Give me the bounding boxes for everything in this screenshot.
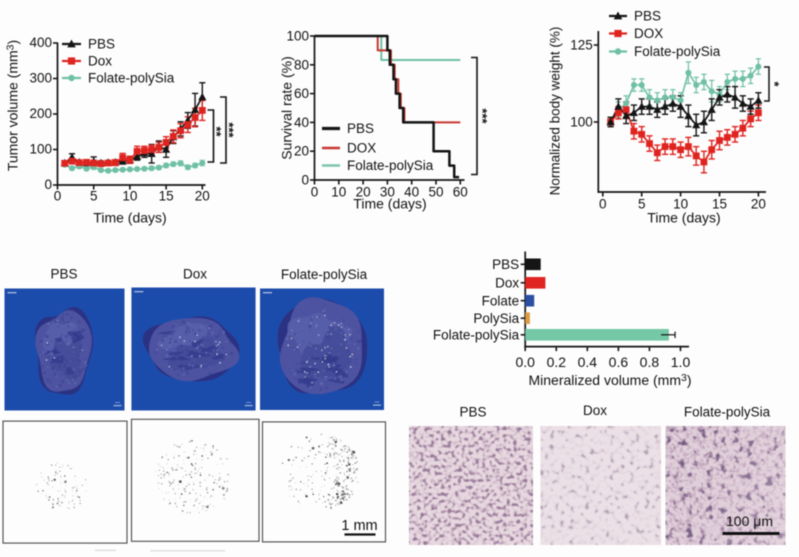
svg-text:*: * xyxy=(767,81,782,87)
svg-text:30: 30 xyxy=(380,185,395,200)
svg-text:40: 40 xyxy=(404,185,419,200)
svg-text:Time (days): Time (days) xyxy=(353,196,426,212)
svg-text:300: 300 xyxy=(29,70,52,85)
svg-text:20: 20 xyxy=(294,144,309,159)
svg-text:100: 100 xyxy=(570,115,593,130)
svg-text:Dox: Dox xyxy=(183,267,207,282)
svg-text:80: 80 xyxy=(294,57,309,72)
svg-text:100: 100 xyxy=(29,141,52,156)
svg-text:10: 10 xyxy=(331,185,346,200)
svg-text:0.4: 0.4 xyxy=(578,354,598,370)
svg-text:100: 100 xyxy=(286,29,309,44)
svg-text:20: 20 xyxy=(751,197,766,212)
svg-text:***: *** xyxy=(222,122,237,138)
svg-text:Folate-polySia: Folate-polySia xyxy=(634,44,721,59)
svg-text:Folate-polySia: Folate-polySia xyxy=(88,71,175,86)
svg-text:200: 200 xyxy=(29,106,52,121)
svg-text:PBS: PBS xyxy=(347,121,374,136)
svg-text:0.2: 0.2 xyxy=(547,354,567,370)
svg-text:Time (days): Time (days) xyxy=(647,210,720,226)
svg-text:1.0: 1.0 xyxy=(671,354,691,370)
svg-text:0.8: 0.8 xyxy=(640,354,660,370)
svg-text:PBS: PBS xyxy=(50,267,77,282)
svg-text:0.6: 0.6 xyxy=(609,354,629,370)
svg-text:15: 15 xyxy=(712,197,727,212)
svg-text:400: 400 xyxy=(29,35,52,50)
svg-text:125: 125 xyxy=(570,38,593,53)
svg-text:5: 5 xyxy=(638,197,646,212)
svg-text:Folate-polySia: Folate-polySia xyxy=(281,267,368,282)
svg-text:Folate: Folate xyxy=(482,293,520,308)
svg-text:Dox: Dox xyxy=(495,276,519,291)
svg-text:50: 50 xyxy=(428,185,443,200)
svg-text:0: 0 xyxy=(599,197,607,212)
svg-text:Time (days): Time (days) xyxy=(93,210,166,226)
svg-text:40: 40 xyxy=(294,115,309,130)
svg-text:100 μm: 100 μm xyxy=(726,513,773,529)
svg-text:Mineralized volume (mm3): Mineralized volume (mm3) xyxy=(529,372,692,388)
svg-text:PBS: PBS xyxy=(88,37,115,52)
svg-text:Survival rate (%): Survival rate (%) xyxy=(279,56,295,159)
svg-text:15: 15 xyxy=(159,189,174,204)
svg-text:Folate-polySia: Folate-polySia xyxy=(347,158,434,173)
svg-text:DOX: DOX xyxy=(634,26,663,41)
svg-text:Normalized body weight (%): Normalized body weight (%) xyxy=(548,27,563,196)
svg-text:60: 60 xyxy=(294,86,309,101)
svg-text:20: 20 xyxy=(195,189,210,204)
svg-text:Tumor volume (mm3): Tumor volume (mm3) xyxy=(5,40,21,171)
svg-text:60: 60 xyxy=(453,185,468,200)
svg-text:Dox: Dox xyxy=(583,403,607,418)
svg-text:0: 0 xyxy=(44,177,52,192)
svg-text:**: ** xyxy=(209,126,224,137)
svg-text:Dox: Dox xyxy=(88,54,112,69)
svg-text:PBS: PBS xyxy=(459,405,486,420)
svg-text:1 mm: 1 mm xyxy=(341,518,377,534)
svg-text:10: 10 xyxy=(122,189,137,204)
svg-text:DOX: DOX xyxy=(347,141,376,156)
svg-text:Folate-polySia: Folate-polySia xyxy=(433,328,520,343)
svg-text:Folate-polySia: Folate-polySia xyxy=(684,405,771,420)
svg-text:0: 0 xyxy=(301,173,309,188)
svg-text:10: 10 xyxy=(673,197,688,212)
svg-text:PBS: PBS xyxy=(634,9,661,24)
svg-text:0: 0 xyxy=(54,189,62,204)
svg-text:0: 0 xyxy=(311,185,319,200)
svg-text:PBS: PBS xyxy=(492,257,519,272)
svg-text:***: *** xyxy=(475,108,490,124)
svg-text:0.0: 0.0 xyxy=(515,354,535,370)
svg-text:5: 5 xyxy=(90,189,98,204)
svg-text:20: 20 xyxy=(356,185,371,200)
svg-text:PolySia: PolySia xyxy=(473,311,519,326)
